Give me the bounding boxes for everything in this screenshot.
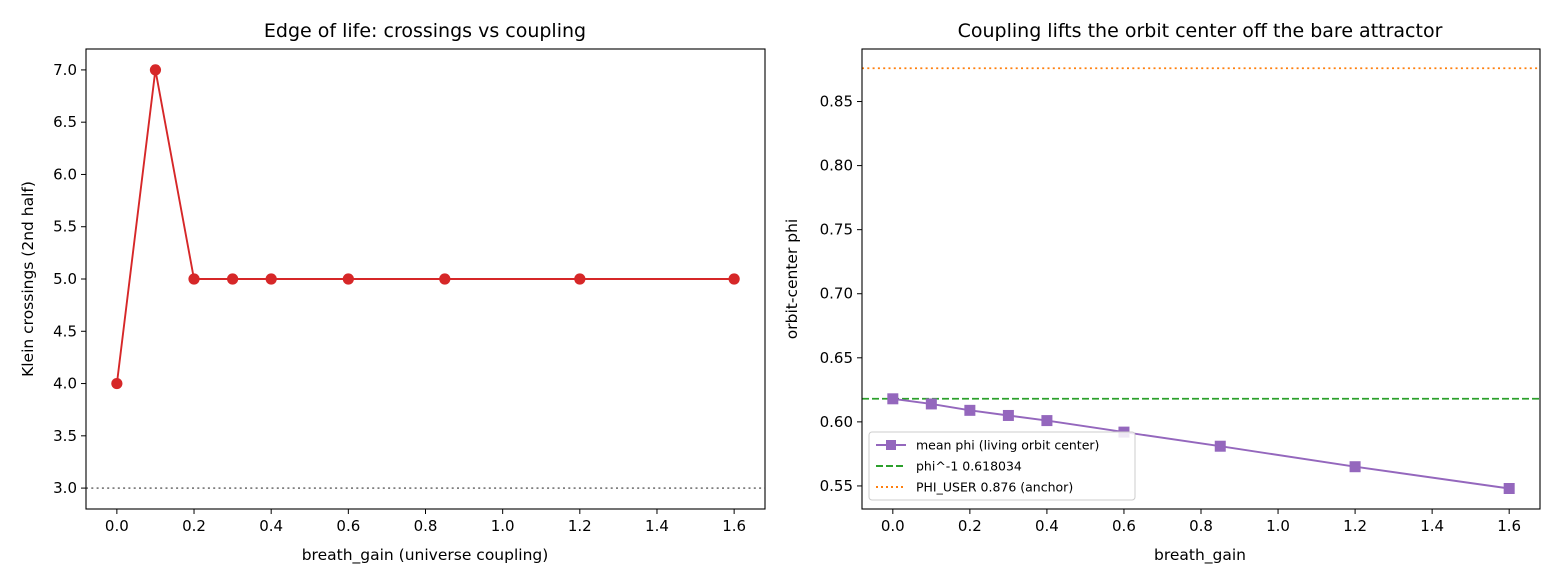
y-tick-label: 0.80: [820, 157, 853, 175]
x-tick-label: 1.6: [1497, 517, 1521, 535]
y-tick-label: 5.0: [53, 270, 77, 288]
data-point: [1002, 409, 1014, 421]
legend-entry-mean-phi: mean phi (living orbit center): [876, 438, 1099, 453]
legend-label: mean phi (living orbit center): [916, 438, 1099, 453]
data-point: [227, 273, 239, 285]
y-tick-label: 0.85: [820, 93, 853, 111]
data-point: [1503, 482, 1515, 494]
data-point: [188, 273, 200, 285]
y-tick-label: 0.55: [820, 477, 853, 495]
x-tick-label: 0.6: [1112, 517, 1136, 535]
series-line: [115, 69, 735, 384]
data-point: [149, 64, 162, 76]
data-point: [574, 273, 586, 285]
legend-box: [868, 431, 1136, 501]
y-tick-label: 0.70: [820, 285, 853, 303]
y-axis-label: orbit-center phi: [783, 219, 801, 339]
x-tick-label: 0.8: [414, 517, 438, 535]
y-tick-label: 0.60: [820, 413, 853, 431]
legend-label: PHI_USER 0.876 (anchor): [916, 480, 1073, 495]
y-tick-label: 3.5: [53, 427, 77, 445]
data-point: [342, 273, 354, 285]
x-tick-label: 0.8: [1189, 517, 1213, 535]
y-tick-label: 3.0: [53, 479, 77, 497]
x-tick-label: 1.4: [1420, 517, 1444, 535]
x-tick-label: 0.6: [336, 517, 360, 535]
x-tick-label: 1.0: [1266, 517, 1290, 535]
x-tick-label: 0.0: [881, 517, 905, 535]
data-point: [1214, 440, 1226, 452]
x-tick-label: 0.4: [1035, 517, 1059, 535]
y-tick-label: 4.5: [53, 322, 77, 340]
legend-label: phi^-1 0.618034: [916, 459, 1022, 474]
x-axis-label: breath_gain: [1154, 546, 1246, 565]
y-tick-label: 0.65: [820, 349, 853, 367]
legend-entry-phi-inverse: phi^-1 0.618034: [876, 459, 1022, 474]
data-point: [728, 273, 740, 285]
chart-crossings-vs-coupling: Edge of life: crossings vs coupling 0.0 0…: [19, 20, 766, 565]
legend: mean phi (living orbit center) phi^-1 0.…: [868, 431, 1136, 501]
data-point: [111, 377, 123, 390]
x-tick-label: 0.2: [182, 517, 206, 535]
data-point: [925, 398, 937, 410]
x-tick-label: 1.4: [645, 517, 669, 535]
chart-orbit-center: Coupling lifts the orbit center off the …: [783, 20, 1541, 565]
y-tick-label: 6.5: [53, 113, 77, 131]
y-tick-label: 4.0: [53, 375, 77, 393]
data-point: [964, 404, 976, 416]
x-axis-label: breath_gain (universe coupling): [302, 546, 549, 565]
x-tick-label: 1.2: [1343, 517, 1367, 535]
data-point: [1349, 461, 1361, 473]
data-point: [887, 393, 899, 405]
y-tick-label: 7.0: [53, 61, 77, 79]
y-tick-label: 0.75: [820, 221, 853, 239]
chart-title: Edge of life: crossings vs coupling: [264, 20, 586, 42]
x-tick-label: 0.2: [958, 517, 982, 535]
data-point: [265, 273, 277, 285]
chart-title: Coupling lifts the orbit center off the …: [958, 20, 1443, 42]
data-point: [439, 273, 451, 285]
data-point: [1041, 415, 1053, 427]
x-tick-label: 0.0: [105, 517, 129, 535]
y-tick-label: 5.5: [53, 218, 77, 236]
x-tick-label: 1.2: [568, 517, 592, 535]
y-tick-label: 6.0: [53, 165, 77, 183]
x-tick-label: 0.4: [259, 517, 283, 535]
legend-entry-phi-user: PHI_USER 0.876 (anchor): [876, 480, 1073, 495]
y-axis-label: Klein crossings (2nd half): [19, 181, 37, 377]
legend-marker: [886, 440, 896, 450]
x-tick-label: 1.0: [491, 517, 515, 535]
x-tick-label: 1.6: [722, 517, 746, 535]
